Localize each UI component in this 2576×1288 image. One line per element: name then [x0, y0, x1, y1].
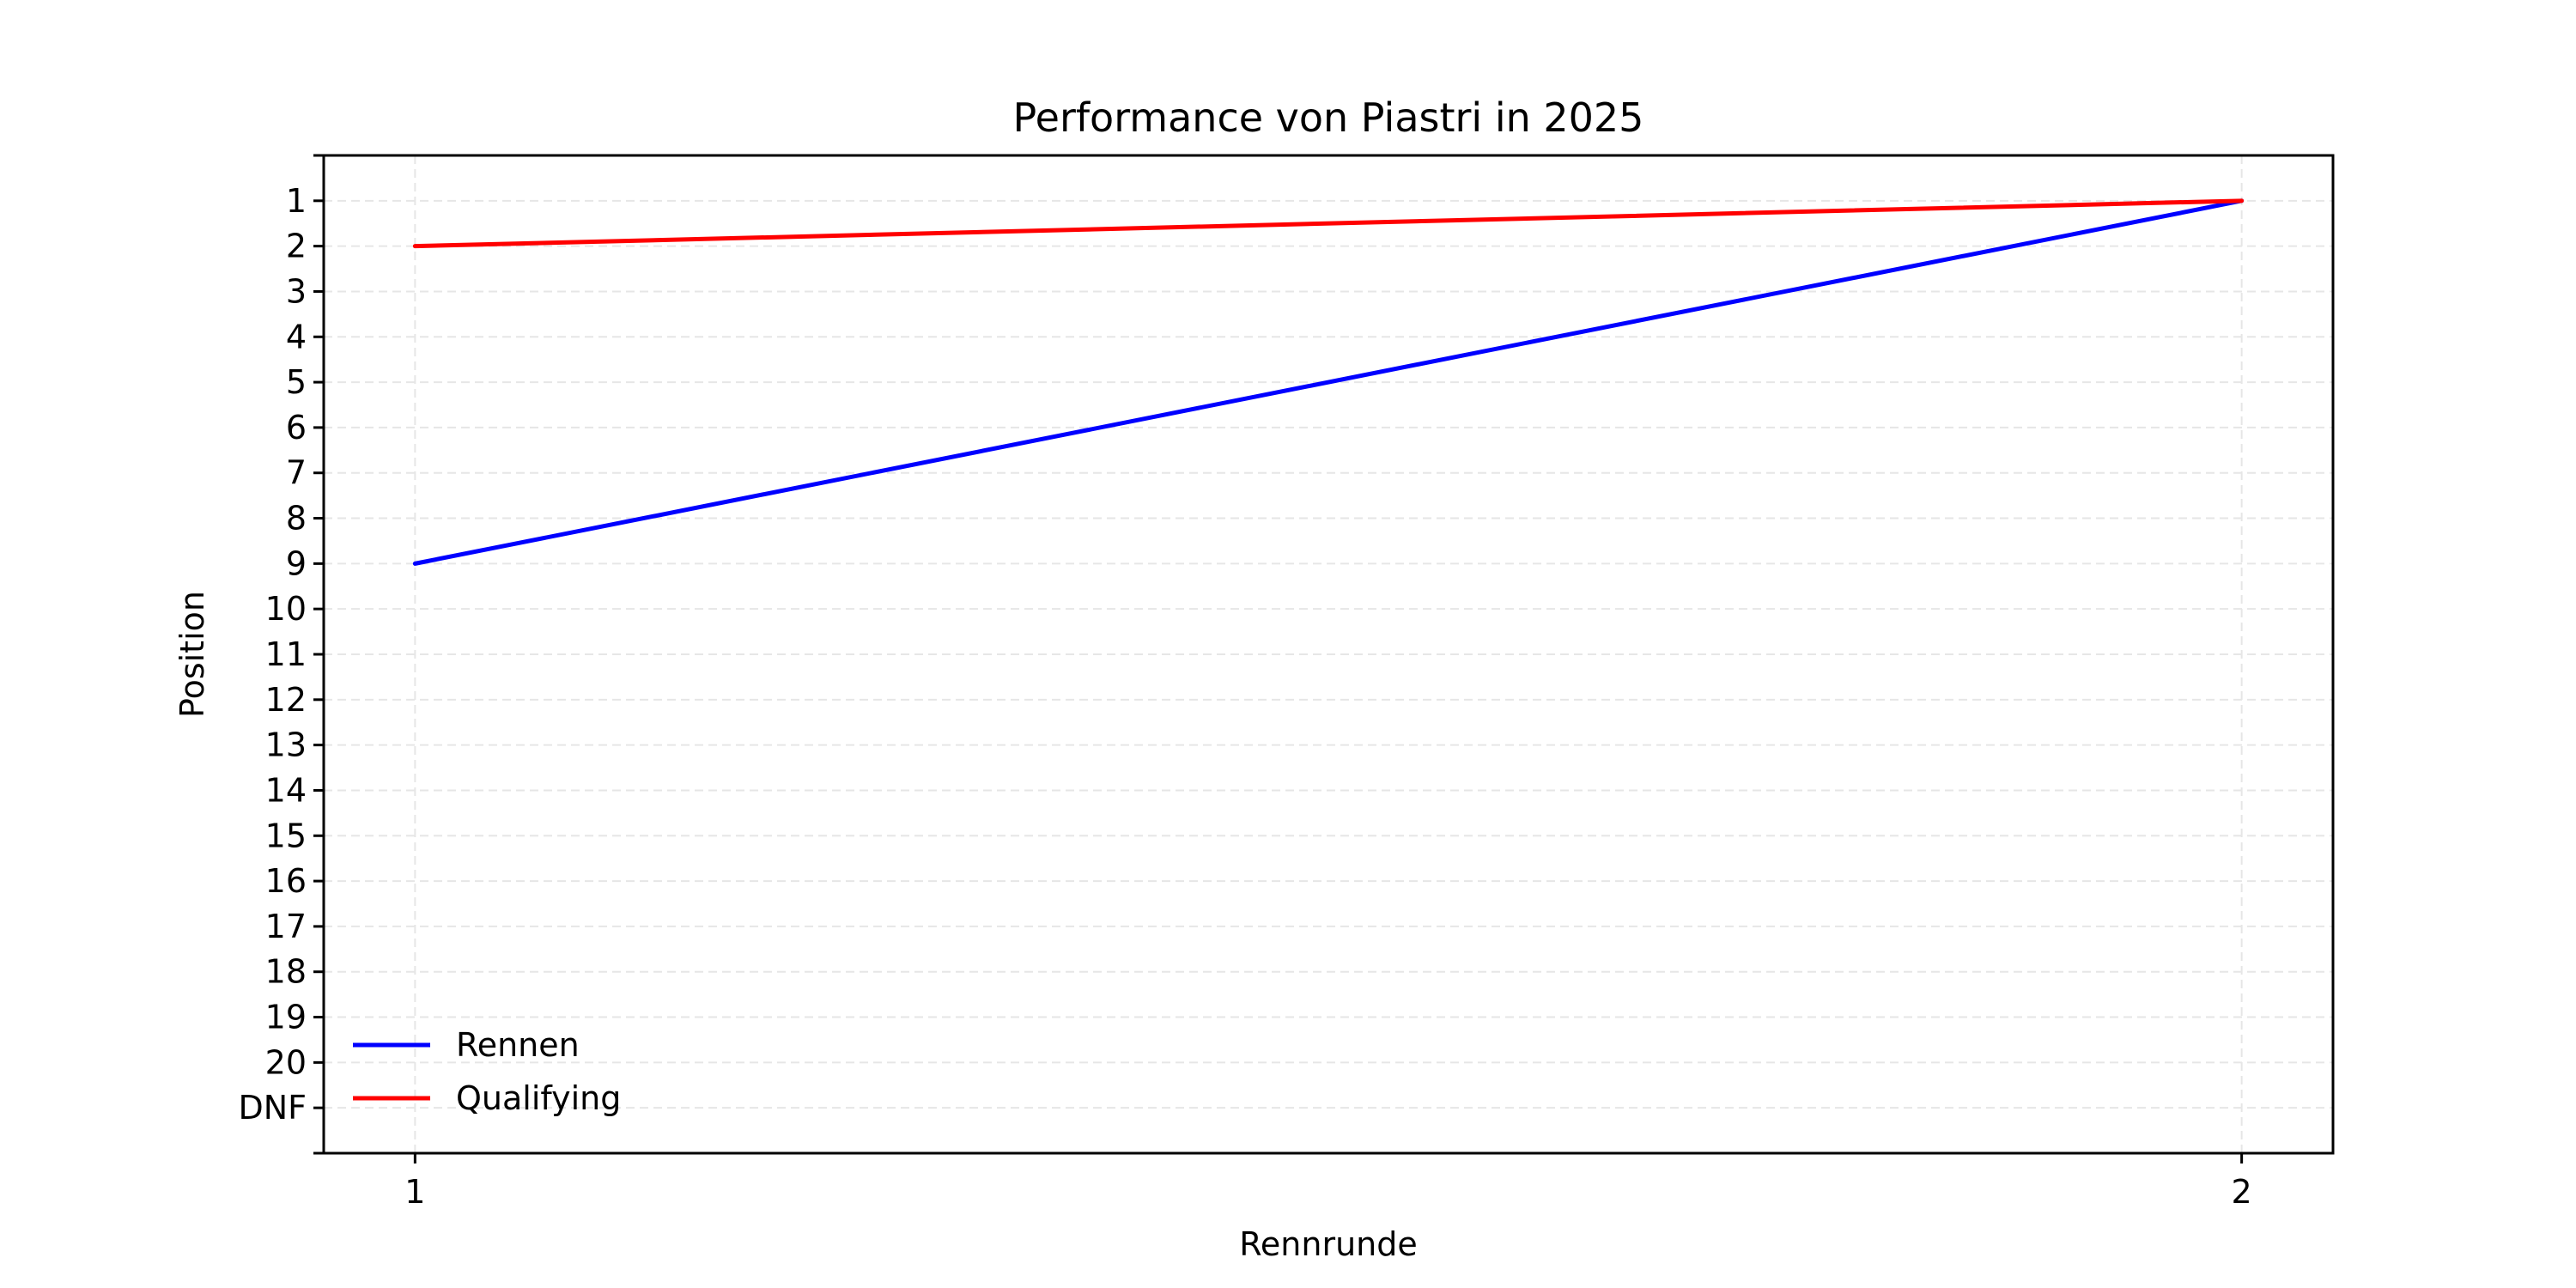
y-tick-label: 20: [265, 1043, 307, 1081]
x-tick-label: 2: [2232, 1173, 2252, 1211]
y-tick-label: 9: [286, 544, 307, 582]
y-tick-label: 11: [265, 635, 307, 673]
y-tick-label: 10: [265, 590, 307, 628]
y-tick-label: 15: [265, 817, 307, 854]
series-line-qualifying: [412, 198, 2245, 249]
x-axis-label: Rennrunde: [1239, 1225, 1418, 1263]
y-tick-label: 2: [286, 228, 307, 265]
y-tick-label: 6: [286, 409, 307, 447]
series-line-rennen: [412, 198, 2245, 566]
y-tick-label: 4: [286, 318, 307, 355]
y-tick-label: 5: [286, 363, 307, 401]
y-tick-label: 16: [265, 862, 307, 900]
legend-label: Rennen: [456, 1026, 580, 1064]
y-tick-label: 14: [265, 771, 307, 809]
y-tick-label: 3: [286, 272, 307, 310]
x-tick-label: 1: [404, 1173, 425, 1211]
series-lines: [412, 198, 2245, 566]
grid: [324, 155, 2333, 1153]
y-tick-label: 7: [286, 454, 307, 492]
chart-title: Performance von Piastri in 2025: [1013, 94, 1644, 141]
legend: Rennen Qualifying: [353, 1026, 621, 1117]
y-tick-label: 1: [286, 182, 307, 220]
y-tick-label: 8: [286, 500, 307, 538]
y-tick-label: DNF: [238, 1089, 307, 1127]
legend-label: Qualifying: [456, 1079, 621, 1117]
y-axis-label: Position: [173, 591, 211, 718]
y-tick-label: 18: [265, 953, 307, 991]
y-tick-label: 17: [265, 908, 307, 945]
y-tick-label: 12: [265, 681, 307, 719]
y-tick-label: 13: [265, 726, 307, 764]
y-tick-label: 19: [265, 999, 307, 1036]
